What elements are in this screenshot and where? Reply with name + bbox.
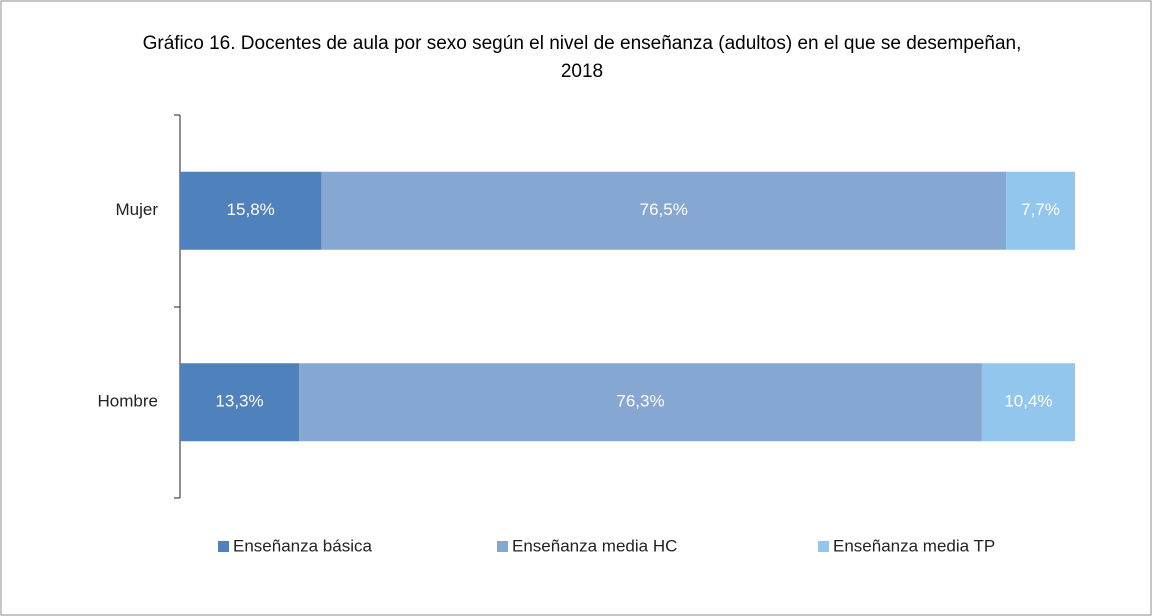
data-label: 10,4%: [1004, 392, 1052, 411]
bar-segment: [981, 363, 1075, 442]
legend-label: Enseñanza media HC: [512, 536, 677, 555]
legend-swatch: [818, 541, 829, 552]
bar-segment: [180, 363, 300, 442]
chart-title: Gráfico 16. Docentes de aula por sexo se…: [142, 33, 1022, 82]
bar-segment: [180, 171, 322, 250]
y-tick-label: Mujer: [115, 200, 158, 219]
data-label: 76,5%: [640, 200, 688, 219]
data-label: 7,7%: [1021, 200, 1060, 219]
data-label: 15,8%: [227, 200, 275, 219]
legend-label: Enseñanza básica: [233, 536, 372, 555]
legend-label: Enseñanza media TP: [833, 536, 995, 555]
data-label: 13,3%: [215, 392, 263, 411]
bar-segment: [1006, 171, 1075, 250]
data-label: 76,3%: [616, 392, 664, 411]
y-tick-label: Hombre: [98, 392, 158, 411]
bar-segment: [299, 363, 982, 442]
legend-swatch: [497, 541, 508, 552]
legend-swatch: [218, 541, 229, 552]
bar-segment: [321, 171, 1007, 250]
